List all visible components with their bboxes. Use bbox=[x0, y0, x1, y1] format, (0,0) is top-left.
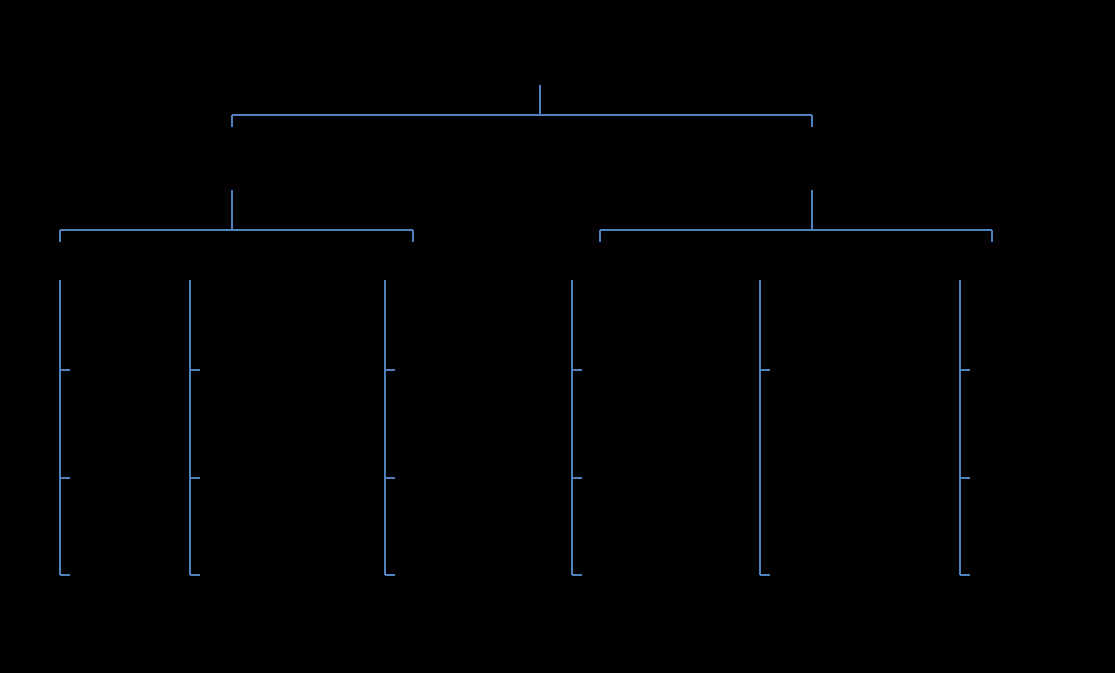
diagram-background bbox=[0, 0, 1115, 673]
hierarchy-diagram bbox=[0, 0, 1115, 673]
